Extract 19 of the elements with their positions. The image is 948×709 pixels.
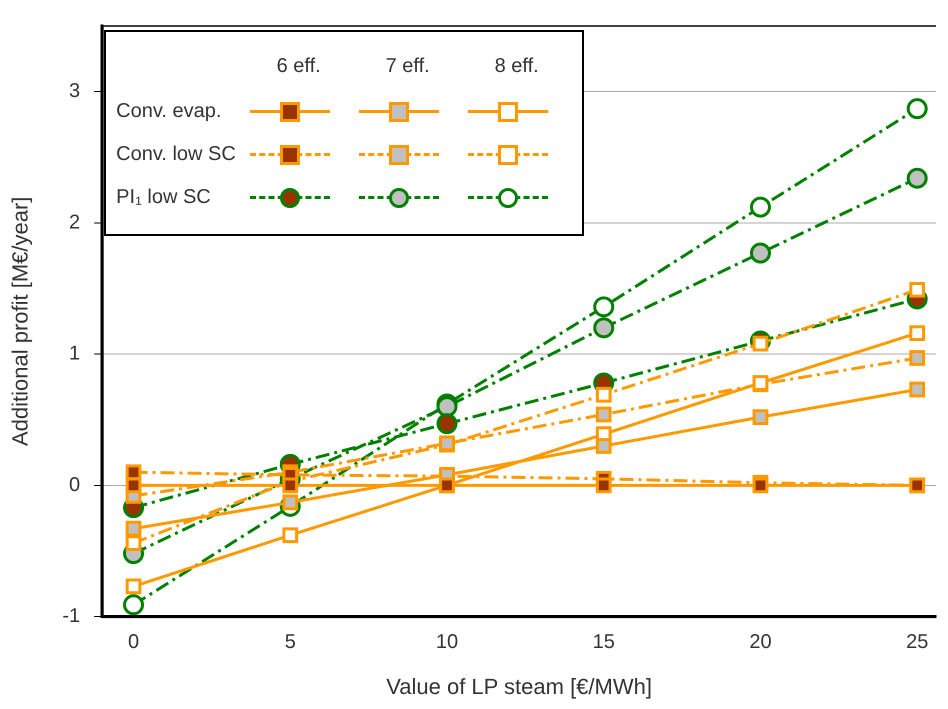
annotation: 6 eff. bbox=[276, 54, 322, 78]
annotation: 8 eff. bbox=[494, 54, 540, 78]
legend-label: PI₁ low SC bbox=[116, 185, 212, 210]
legend-label: Conv. low SC bbox=[116, 142, 237, 167]
y-tick-label: 0 bbox=[69, 474, 80, 496]
x-tick-label: 0 bbox=[128, 631, 140, 654]
x-tick-label: 20 bbox=[749, 631, 772, 654]
annotation: 7 eff. bbox=[384, 54, 431, 78]
x-tick-label: 25 bbox=[906, 631, 928, 654]
x-tick-label: 15 bbox=[592, 631, 615, 654]
y-tick-label: 3 bbox=[69, 80, 80, 102]
y-tick-label: -1 bbox=[62, 605, 80, 628]
x-tick-label: 10 bbox=[436, 631, 458, 654]
y-axis-title: Additional profit [M€/year] bbox=[7, 196, 32, 446]
y-tick-label: 2 bbox=[69, 211, 80, 234]
legend-label: Conv. evap. bbox=[116, 99, 222, 124]
y-tick-label: 1 bbox=[69, 342, 80, 365]
x-tick-label: 5 bbox=[284, 631, 296, 654]
x-axis-title: Value of LP steam [€/MWh] bbox=[386, 674, 652, 699]
